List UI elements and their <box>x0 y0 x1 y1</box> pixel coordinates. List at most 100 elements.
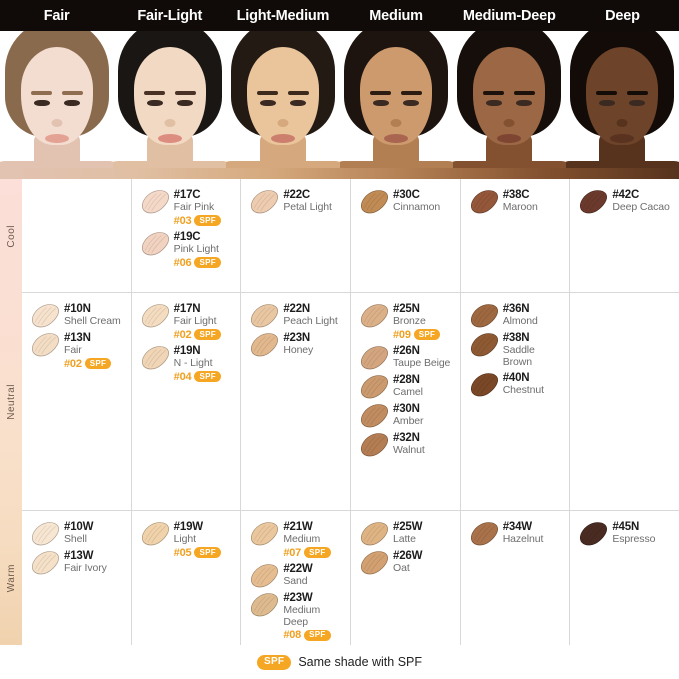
spf-code: #02 <box>173 328 192 341</box>
shade-item[interactable]: #32N Walnut <box>359 431 456 457</box>
shade-item[interactable]: #25W Latte <box>359 520 456 546</box>
shade-swatch <box>249 189 279 214</box>
shade-item[interactable]: #10W Shell <box>30 520 127 546</box>
shade-code: #21W <box>283 521 313 533</box>
shade-swatch-icon <box>360 304 388 328</box>
shade-text: #13N Fair #02 SPF <box>64 331 112 370</box>
shade-item[interactable]: #19N N - Light #04 SPF <box>140 344 237 383</box>
shade-swatch <box>249 563 279 588</box>
shade-item[interactable]: #36N Almond <box>469 302 566 328</box>
shade-item[interactable]: #40N Chestnut <box>469 371 566 397</box>
model-eyebrow-left <box>256 91 278 95</box>
spf-badge-icon: SPF <box>413 329 441 341</box>
model-eyebrow-right <box>287 91 309 95</box>
shade-swatch-icon <box>470 333 498 357</box>
legend: SPF Same shade with SPF <box>0 645 679 679</box>
shade-item[interactable]: #23N Honey <box>249 331 346 357</box>
shade-name: Shell <box>64 532 87 545</box>
undertone-label-cool: Cool <box>0 179 22 293</box>
shade-text: #19W Light #05 SPF <box>174 520 221 559</box>
shade-text: #38C Maroon <box>503 188 538 214</box>
spf-badge-icon: SPF <box>84 358 112 370</box>
shade-item[interactable]: #26W Oat <box>359 549 456 575</box>
shade-item[interactable]: #25N Bronze #09 SPF <box>359 302 456 341</box>
shade-swatch <box>469 189 499 214</box>
skin-tone-gradient-strip <box>0 168 679 179</box>
shade-item[interactable]: #10N Shell Cream <box>30 302 127 328</box>
shade-swatch-icon <box>141 232 169 256</box>
shade-name: Camel <box>393 385 423 398</box>
spf-code: #02 <box>64 357 82 370</box>
shade-text: #23W Medium Deep #08 SPF <box>283 591 346 642</box>
spf-line: #02 SPF <box>64 357 112 370</box>
shade-swatch-icon <box>470 304 498 328</box>
model-face <box>20 47 93 145</box>
model-fair <box>0 31 114 175</box>
shade-swatch-icon <box>141 522 169 546</box>
shade-row-warm: #10W Shell #13W Fair Ivory #19W Light #05 SPF #2… <box>22 511 679 645</box>
shade-item[interactable]: #17C Fair Pink #03 SPF <box>140 188 237 227</box>
shade-item[interactable]: #13W Fair Ivory <box>30 549 127 575</box>
shade-item[interactable]: #30C Cinnamon <box>359 188 456 214</box>
shade-cell <box>570 293 679 510</box>
shade-code: #13N <box>64 332 91 344</box>
shade-swatch-icon <box>251 333 279 357</box>
model-eyebrow-left <box>30 91 52 95</box>
spf-line: #04 SPF <box>174 371 221 383</box>
shade-swatch <box>30 550 60 575</box>
shade-item[interactable]: #13N Fair #02 SPF <box>30 331 127 370</box>
shade-swatch-icon <box>360 404 388 428</box>
model-deep <box>565 31 679 175</box>
undertone-text: Warm <box>5 563 17 593</box>
shade-item[interactable]: #38C Maroon <box>469 188 566 214</box>
shade-code: #30C <box>393 189 420 201</box>
shade-item[interactable]: #23W Medium Deep #08 SPF <box>249 591 346 642</box>
shade-code: #40N <box>502 372 530 385</box>
spf-line: #06 SPF <box>174 257 221 269</box>
shade-item[interactable]: #30N Amber <box>359 402 456 428</box>
shade-item[interactable]: #22N Peach Light <box>249 302 346 328</box>
shade-text: #10W Shell <box>64 520 93 546</box>
shade-code: #19N <box>173 344 201 357</box>
shade-item[interactable]: #42C Deep Cacao <box>578 188 675 214</box>
spf-badge-icon: SPF <box>304 629 331 641</box>
shade-item[interactable]: #22C Petal Light <box>249 188 346 214</box>
shade-name: Fair Ivory <box>64 561 107 574</box>
model-eyebrow-right <box>174 91 196 95</box>
shade-item[interactable]: #28N Camel <box>359 373 456 399</box>
shade-swatch <box>249 332 279 357</box>
shade-item[interactable]: #19C Pink Light #06 SPF <box>140 230 237 269</box>
shade-item[interactable]: #26N Taupe Beige <box>359 344 456 370</box>
model-nose <box>503 119 515 127</box>
model-face <box>586 47 659 145</box>
category-header-band: Fair Fair-Light Light-Medium Medium Medium-D… <box>0 0 679 31</box>
shade-swatch <box>30 521 60 546</box>
shade-name: Sand <box>283 574 308 587</box>
shade-item[interactable]: #17N Fair Light #02 SPF <box>140 302 237 341</box>
spf-line: #09 SPF <box>393 329 441 341</box>
shade-item[interactable]: #22W Sand <box>249 562 346 588</box>
shade-item[interactable]: #19W Light #05 SPF <box>140 520 237 559</box>
shade-item[interactable]: #34W Hazelnut <box>469 520 566 546</box>
model-eyebrow-right <box>627 91 649 95</box>
shade-code: #23N <box>283 332 311 344</box>
shade-swatch-icon <box>360 190 388 214</box>
shade-swatch-icon <box>580 190 608 214</box>
shade-swatch <box>469 303 499 328</box>
shade-code: #25N <box>393 303 420 315</box>
shade-text: #25N Bronze #09 SPF <box>393 302 441 341</box>
model-eye-left <box>146 100 163 106</box>
shade-swatch <box>140 231 170 256</box>
model-eye-left <box>486 100 503 106</box>
shade-text: #30C Cinnamon <box>393 188 440 214</box>
spf-line: #08 SPF <box>283 629 346 641</box>
model-eyebrow-left <box>596 91 618 95</box>
model-photo-strip <box>0 31 679 175</box>
shade-item[interactable]: #21W Medium #07 SPF <box>249 520 346 559</box>
shade-item[interactable]: #45N Espresso <box>578 520 675 546</box>
category-header-fair: Fair <box>43 7 70 24</box>
category-header-light-medium: Light-Medium <box>236 7 330 24</box>
shade-item[interactable]: #38N Saddle Brown <box>469 331 566 368</box>
shade-cell <box>22 179 132 292</box>
